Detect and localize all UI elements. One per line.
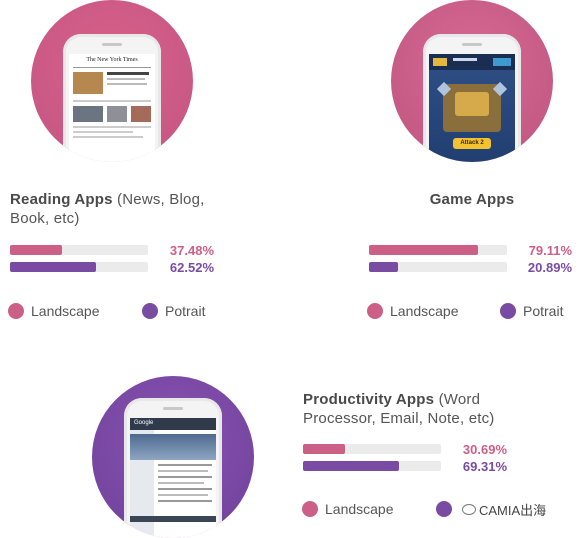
productivity-portrait-value: 69.31% bbox=[462, 459, 507, 474]
game-phone: Attack 2 bbox=[423, 34, 521, 162]
reading-legend-portrait-dot bbox=[142, 303, 158, 319]
productivity-apps-circle: Google bbox=[92, 376, 254, 538]
productivity-landscape-bar bbox=[303, 444, 346, 454]
reading-legend-landscape-dot bbox=[8, 303, 24, 319]
productivity-portrait-bar bbox=[303, 461, 399, 471]
game-legend-portrait-dot bbox=[500, 303, 516, 319]
productivity-apps-title: Productivity Apps (Word Processor, Email… bbox=[303, 390, 523, 428]
reading-landscape-value: 37.48% bbox=[169, 243, 214, 258]
productivity-phone: Google bbox=[124, 398, 222, 538]
game-apps-circle: Attack 2 bbox=[391, 0, 553, 162]
game-apps-title-bold: Game Apps bbox=[429, 191, 515, 208]
reading-apps-title: Reading Apps (News, Blog, Book, etc) bbox=[10, 190, 230, 228]
reading-phone: The New York Times bbox=[63, 34, 161, 162]
game-portrait-value: 20.89% bbox=[527, 260, 572, 275]
game-legend-landscape-dot bbox=[367, 303, 383, 319]
watermark-text: CAMIA出海 bbox=[479, 502, 547, 518]
reading-apps-circle: The New York Times bbox=[31, 0, 193, 162]
reading-portrait-track bbox=[10, 262, 148, 272]
game-legend-portrait-label: Potrait bbox=[523, 303, 564, 319]
reading-landscape-track bbox=[10, 245, 148, 255]
game-portrait-bar bbox=[369, 262, 398, 272]
productivity-apps-title-rest: (Word Processor, Email, Note, etc) bbox=[303, 391, 495, 427]
newspaper-masthead: The New York Times bbox=[86, 57, 138, 63]
reading-portrait-value: 62.52% bbox=[169, 260, 214, 275]
productivity-legend-portrait-dot bbox=[436, 501, 452, 517]
chat-bubble-icon bbox=[462, 503, 476, 515]
reading-apps-title-rest: (News, Blog, Book, etc) bbox=[10, 191, 205, 227]
productivity-phone-screen: Google bbox=[130, 418, 216, 538]
reading-apps-title-bold: Reading Apps bbox=[10, 191, 113, 208]
productivity-apps-title-bold: Productivity Apps bbox=[303, 391, 435, 408]
productivity-portrait-track bbox=[303, 461, 441, 471]
reading-phone-screen: The New York Times bbox=[69, 54, 155, 162]
productivity-landscape-value: 30.69% bbox=[462, 442, 507, 457]
google-label: Google bbox=[134, 420, 154, 426]
game-landscape-track bbox=[369, 245, 507, 255]
reading-legend-portrait-label: Potrait bbox=[165, 303, 206, 319]
productivity-landscape-track bbox=[303, 444, 441, 454]
game-attack-button: Attack 2 bbox=[453, 138, 491, 149]
game-landscape-value: 79.11% bbox=[528, 243, 572, 258]
game-legend-landscape-label: Landscape bbox=[390, 303, 459, 319]
watermark: CAMIA出海 bbox=[456, 496, 553, 522]
game-landscape-bar bbox=[369, 245, 479, 255]
game-portrait-track bbox=[369, 262, 507, 272]
game-phone-screen: Attack 2 bbox=[429, 54, 515, 162]
reading-portrait-bar bbox=[10, 262, 97, 272]
game-apps-title: Game Apps bbox=[372, 190, 572, 209]
reading-legend-landscape-label: Landscape bbox=[31, 303, 100, 319]
productivity-legend-landscape-dot bbox=[302, 501, 318, 517]
reading-landscape-bar bbox=[10, 245, 62, 255]
productivity-legend-landscape-label: Landscape bbox=[325, 501, 394, 517]
